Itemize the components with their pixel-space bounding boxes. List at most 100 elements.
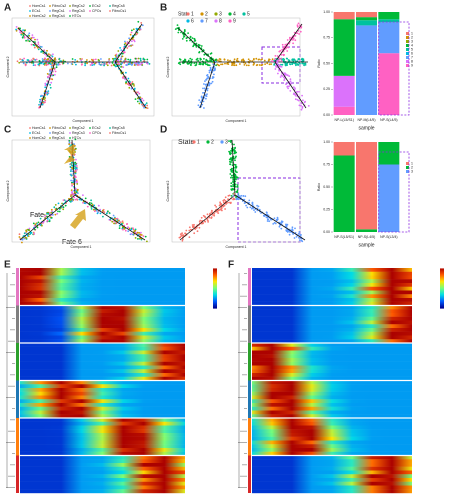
cell-point	[46, 219, 49, 222]
legend-swatch	[406, 52, 409, 55]
cell-point	[273, 58, 276, 61]
cell-point	[261, 63, 264, 66]
cell-point	[292, 37, 295, 40]
legend-swatch	[69, 5, 71, 7]
cell-point	[32, 231, 35, 234]
cluster-bar	[248, 268, 251, 306]
cell-point	[285, 229, 288, 232]
heatmap-row	[252, 313, 412, 317]
cell-point	[204, 80, 206, 82]
cell-point	[83, 202, 86, 205]
cell-point	[300, 104, 302, 107]
cell-point	[139, 27, 142, 30]
cell-point	[185, 37, 188, 40]
cell-point	[199, 59, 202, 61]
cell-point	[282, 53, 285, 56]
cell-point	[230, 170, 233, 173]
cell-point	[236, 176, 239, 179]
cell-point	[200, 96, 203, 98]
cell-point	[276, 216, 279, 219]
legend-swatch	[214, 19, 218, 23]
x-tick-label: NP-S(L3/4)	[380, 235, 398, 239]
cell-point	[103, 64, 105, 67]
cell-point	[212, 69, 215, 72]
cell-point	[203, 83, 205, 85]
legend-label: CPCs	[92, 9, 101, 13]
cell-point	[61, 206, 64, 208]
cell-point	[210, 211, 213, 214]
trajectory	[274, 61, 307, 109]
cell-point	[209, 59, 211, 62]
cell-point	[50, 217, 53, 219]
cell-point	[234, 173, 237, 176]
cell-point	[122, 77, 125, 79]
cell-point	[293, 92, 295, 95]
heatmap-row	[252, 290, 412, 295]
cell-point	[298, 231, 301, 233]
heatmap-row	[20, 275, 185, 280]
cell-point	[274, 68, 277, 70]
cell-point	[142, 58, 145, 61]
cell-point	[278, 65, 281, 68]
cell-point	[283, 77, 286, 80]
cell-point	[297, 233, 300, 235]
cell-point	[130, 228, 133, 231]
cell-point	[230, 174, 233, 177]
cell-point	[296, 32, 299, 34]
cell-point	[210, 82, 213, 85]
cell-point	[234, 147, 236, 150]
cell-point	[75, 63, 77, 66]
bar-segment	[378, 12, 400, 20]
heatmap-row	[252, 369, 412, 374]
heatmap-row	[252, 316, 412, 321]
cell-point	[275, 219, 278, 222]
cell-point	[52, 53, 54, 56]
legend-swatch	[89, 5, 91, 7]
cell-point	[58, 63, 61, 66]
heatmap-row	[252, 406, 412, 411]
cell-point	[84, 62, 87, 65]
cell-point	[289, 38, 291, 40]
cell-point	[294, 93, 296, 96]
cell-point	[102, 215, 104, 218]
cell-point	[224, 196, 227, 199]
legend-title: State	[178, 11, 190, 17]
heatmap-row	[20, 463, 185, 467]
cell-point	[50, 66, 53, 68]
cell-point	[291, 58, 294, 61]
cell-point	[209, 66, 212, 69]
cell-point	[145, 102, 148, 104]
cell-point	[23, 36, 26, 39]
cell-point	[141, 103, 143, 106]
cell-point	[226, 202, 229, 204]
cell-point	[71, 200, 74, 202]
cell-point	[74, 191, 76, 193]
cell-point	[198, 99, 201, 101]
cell-point	[193, 62, 196, 64]
heatmap-row	[20, 339, 185, 344]
cell-point	[294, 227, 296, 230]
cell-point	[188, 226, 191, 229]
cell-point	[144, 103, 147, 106]
y-tick-label: 1.00	[323, 10, 330, 14]
heatmap-row	[252, 343, 412, 347]
cell-point	[74, 148, 77, 151]
heatmap-row	[252, 421, 412, 426]
cell-point	[27, 38, 29, 41]
cell-point	[203, 53, 206, 56]
highlight-box	[378, 151, 410, 233]
cell-point	[227, 59, 229, 62]
legend-swatch	[406, 60, 409, 63]
cell-point	[116, 55, 118, 57]
legend-label: HTCs	[72, 14, 81, 18]
cell-point	[251, 202, 254, 205]
cell-point	[205, 59, 208, 62]
fate-label: Fate 6	[62, 239, 82, 246]
heatmap-row	[252, 425, 412, 430]
cell-point	[22, 62, 25, 65]
cell-point	[23, 57, 25, 60]
cell-point	[76, 188, 79, 191]
cell-point	[118, 227, 121, 230]
cell-point	[114, 57, 117, 60]
